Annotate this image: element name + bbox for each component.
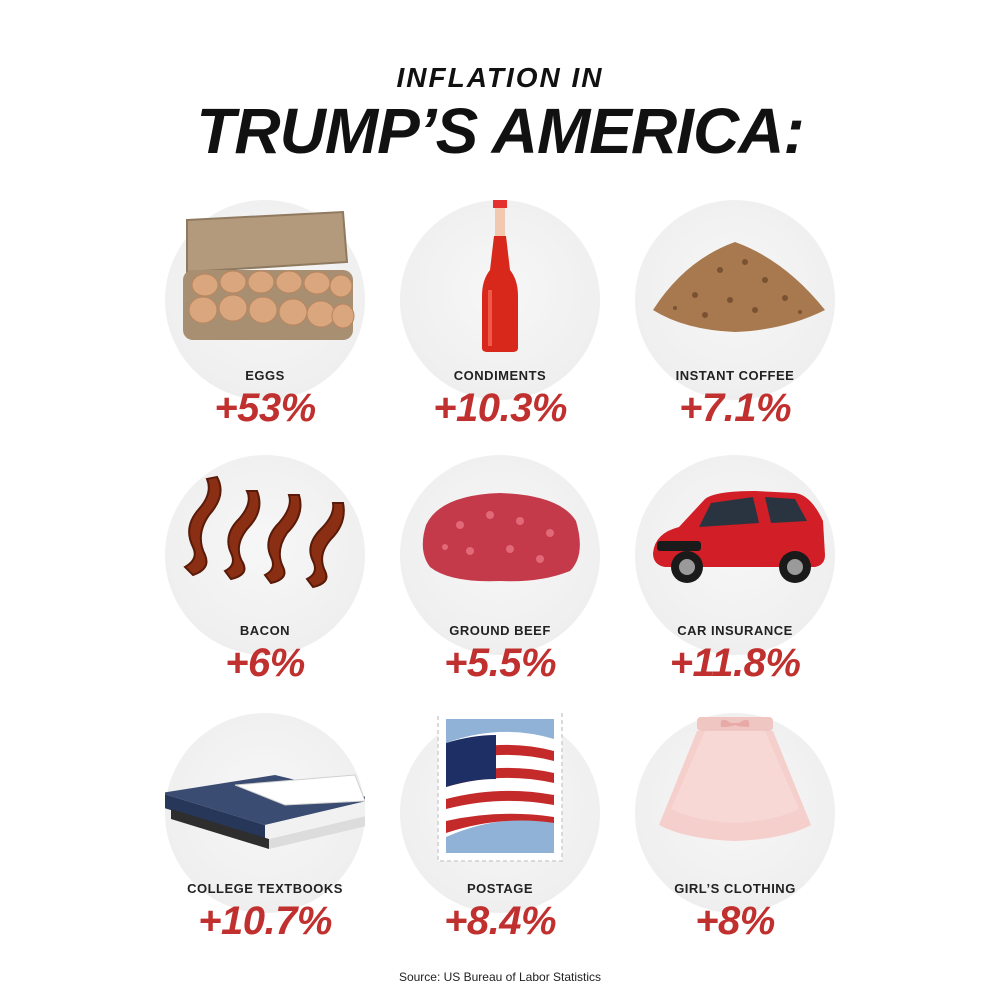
item-girls-clothing: GIRL’S CLOTHING +8%	[615, 713, 855, 953]
item-value: +11.8%	[669, 641, 801, 685]
item-label: BACON	[239, 623, 291, 638]
item-condiments: CONDIMENTS +10.3%	[380, 200, 620, 440]
item-label: POSTAGE	[466, 881, 534, 896]
item-ground-beef: GROUND BEEF +5.5%	[380, 455, 620, 695]
item-value: +8.4%	[443, 899, 557, 943]
item-label: INSTANT COFFEE	[675, 368, 795, 383]
item-eggs: EGGS +53%	[145, 200, 385, 440]
header: INFLATION IN TRUMP’S AMERICA:	[0, 62, 1000, 166]
item-college-textbooks: COLLEGE TEXTBOOKS +10.7%	[145, 713, 385, 953]
item-value: +53%	[214, 386, 316, 430]
source-note: Source: US Bureau of Labor Statistics	[398, 970, 602, 984]
item-bacon: BACON +6%	[145, 455, 385, 695]
ground-beef-image	[422, 493, 580, 582]
hot-sauce-bottle-image	[482, 200, 518, 352]
item-label: CAR INSURANCE	[677, 623, 793, 638]
item-label: CONDIMENTS	[453, 368, 547, 383]
item-postage: POSTAGE +8.4%	[380, 713, 620, 953]
item-label: COLLEGE TEXTBOOKS	[187, 881, 343, 896]
item-instant-coffee: INSTANT COFFEE +7.1%	[615, 200, 855, 440]
item-value: +5.5%	[443, 641, 557, 685]
eggs-carton-image	[183, 210, 355, 340]
item-value: +8%	[695, 899, 775, 943]
item-car-insurance: CAR INSURANCE +11.8%	[615, 455, 855, 695]
textbooks-stack-image	[165, 774, 365, 849]
item-label: EGGS	[245, 368, 285, 383]
item-value: +10.3%	[433, 386, 567, 430]
pink-skirt-image	[659, 717, 811, 841]
flag-stamp-image	[437, 713, 563, 862]
item-label: GROUND BEEF	[449, 623, 551, 638]
item-label: GIRL’S CLOTHING	[674, 881, 796, 896]
red-car-image	[653, 491, 825, 583]
bacon-strips-image	[183, 475, 345, 589]
item-value: +6%	[225, 641, 305, 685]
page-subtitle: INFLATION IN	[396, 62, 604, 93]
coffee-granules-image	[653, 242, 825, 332]
item-value: +7.1%	[678, 386, 792, 430]
item-value: +10.7%	[198, 899, 332, 943]
page-title: TRUMP’S AMERICA:	[196, 95, 804, 167]
